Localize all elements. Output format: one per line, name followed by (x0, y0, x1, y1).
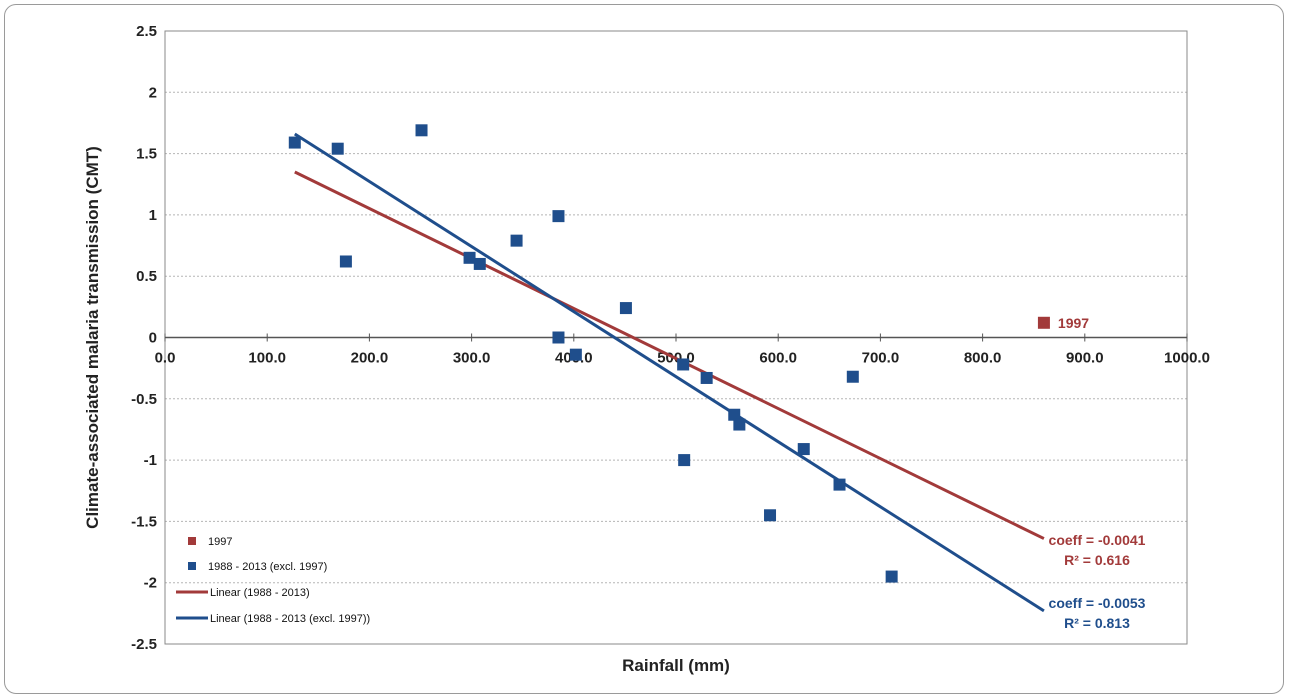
scatter-point (833, 478, 846, 491)
scatter-point (510, 234, 523, 247)
legend-entry: 1997 (208, 536, 232, 548)
trend-line-3 (293, 132, 1045, 613)
scatter-point (569, 348, 582, 361)
y-tick-label: -1.5 (131, 513, 157, 530)
y-tick-label: 2.5 (136, 23, 157, 40)
scatter-point (1037, 316, 1050, 329)
annotation-line: R² = 0.616 (1064, 552, 1130, 568)
legend-marker (188, 537, 196, 545)
scatter-point (846, 370, 859, 383)
scatter-point (331, 142, 344, 155)
x-tick-label: 600.0 (759, 350, 797, 367)
x-tick-label: 800.0 (964, 350, 1002, 367)
x-tick-label: 300.0 (453, 350, 491, 367)
x-tick-label: 0.0 (155, 350, 176, 367)
legend-entry: Linear (1988 - 2013) (210, 587, 310, 599)
scatter-point (619, 302, 632, 315)
point-label-1997: 1997 (1058, 315, 1089, 331)
scatter-point (885, 570, 898, 583)
data-points: 1997 (288, 124, 1089, 583)
annotation-line: coeff = -0.0053 (1049, 595, 1146, 611)
scatter-point (339, 255, 352, 268)
scatter-point (677, 358, 690, 371)
scatter-point (728, 408, 741, 421)
y-tick-label: 1 (149, 207, 157, 224)
scatter-point (552, 331, 565, 344)
annotation-line: coeff = -0.0041 (1049, 532, 1146, 548)
scatter-point (700, 371, 713, 384)
y-tick-label: -2 (144, 575, 157, 592)
legend-entry: Linear (1988 - 2013 (excl. 1997)) (210, 613, 370, 625)
y-tick-label: 1.5 (136, 146, 157, 163)
legend-marker (188, 562, 196, 570)
legend-entry: 1988 - 2013 (excl. 1997) (208, 561, 327, 573)
y-tick-label: 2 (149, 84, 157, 101)
scatter-point (473, 257, 486, 270)
scatter-chart: 2.5 2 1.5 1 0.5 0 -0.5 -1 -1.5 -2 -2.5 0.0 100.0 200.… (83, 23, 1210, 675)
annotation-line: R² = 0.813 (1064, 615, 1130, 631)
y-tick-label: 0 (149, 330, 157, 347)
x-tick-label: 900.0 (1066, 350, 1104, 367)
x-tick-label: 100.0 (248, 350, 286, 367)
scatter-point (733, 418, 746, 431)
trend-lines (293, 132, 1045, 613)
trend-line-2 (294, 170, 1045, 540)
y-tick-label: -0.5 (131, 391, 157, 408)
legend: 1997 1988 - 2013 (excl. 1997) Linear (1988… (176, 536, 370, 625)
scatter-point (678, 454, 691, 467)
axes (164, 30, 1188, 645)
y-axis-title: Climate-associated malaria transmission … (83, 146, 102, 529)
scatter-point (463, 251, 476, 264)
scatter-point (288, 136, 301, 149)
x-tick-label: 700.0 (862, 350, 900, 367)
regression-annotations: coeff = -0.0041 R² = 0.616 coeff = -0.0053… (1049, 532, 1146, 631)
y-tick-label: -2.5 (131, 636, 157, 653)
scatter-point (552, 210, 565, 223)
scatter-point (797, 443, 810, 456)
y-tick-label: -1 (144, 452, 157, 469)
scatter-point (764, 509, 777, 522)
scatter-point (415, 124, 428, 137)
x-tick-label: 200.0 (351, 350, 389, 367)
y-tick-label: 0.5 (136, 268, 157, 285)
x-tick-label: 1000.0 (1164, 350, 1210, 367)
x-axis-title: Rainfall (mm) (622, 656, 730, 675)
